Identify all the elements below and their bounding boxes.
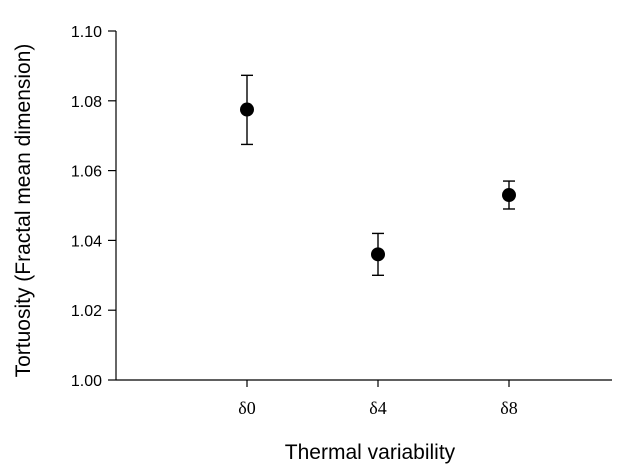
x-tick-label: δ4 — [369, 398, 386, 418]
x-axis-title: Thermal variability — [285, 441, 456, 464]
y-axis-title: Tortuosity (Fractal mean dimension) — [12, 44, 35, 378]
y-tick-label: 1.04 — [71, 233, 102, 250]
y-ticks: 1.00 1.02 1.04 1.06 1.08 1.10 — [71, 24, 116, 390]
y-tick-label: 1.06 — [71, 164, 102, 181]
y-tick-label: 1.08 — [71, 94, 102, 111]
data-point — [502, 188, 516, 203]
y-tick-label: 1.02 — [71, 303, 102, 320]
axes — [115, 31, 612, 381]
y-tick-label: 1.00 — [71, 373, 102, 390]
x-tick-label: δ8 — [500, 398, 517, 418]
x-ticks: δ0 δ4 δ8 — [238, 380, 518, 418]
y-tick-label: 1.10 — [71, 24, 102, 41]
data-point — [371, 247, 385, 262]
x-tick-label: δ0 — [238, 398, 255, 418]
data-marks — [240, 74, 516, 276]
data-point — [240, 102, 254, 117]
